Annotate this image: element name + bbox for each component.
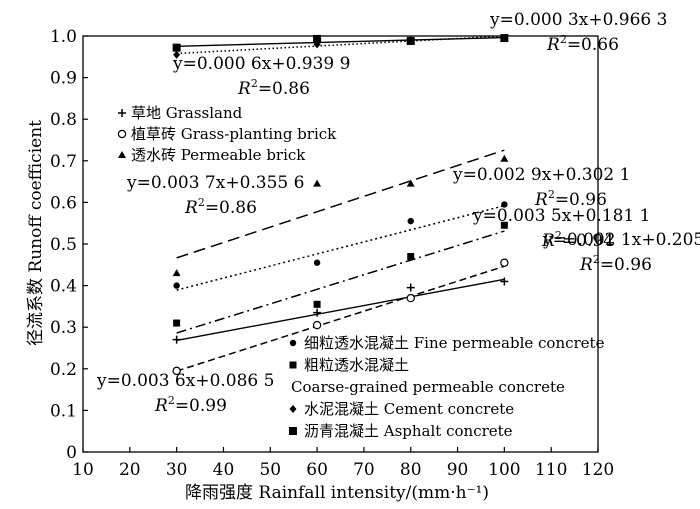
equation-label: y=0.000 6x+0.939 9 R2=0.86 [172, 54, 350, 99]
data-point [172, 43, 181, 52]
data-point [313, 300, 321, 308]
fit-line [176, 230, 505, 334]
y-tick-label: 0.6 [50, 193, 77, 213]
x-tick-label: 10 [72, 460, 94, 480]
x-tick-label: 30 [166, 460, 188, 480]
y-tick-label: 1.0 [50, 27, 77, 47]
data-point [500, 34, 509, 43]
data-point [173, 282, 180, 289]
legend-marker [289, 405, 297, 413]
y-tick-label: 0.7 [50, 152, 77, 172]
data-points [172, 34, 509, 376]
r2-text: R2=0.86 [184, 196, 257, 218]
r2-text: R2=0.96 [579, 253, 652, 275]
fit-line [176, 278, 505, 342]
y-tick-label: 0.1 [50, 401, 77, 421]
legend-marker [289, 361, 297, 369]
x-tick-label: 40 [213, 460, 235, 480]
r2-text: R2=0.66 [546, 33, 619, 55]
x-tick-label: 70 [353, 460, 375, 480]
legend-label: 沥青混凝土 Asphalt concrete [304, 422, 513, 440]
data-point [173, 50, 181, 59]
fit-line [176, 204, 505, 291]
x-axis-title: 降雨强度 Rainfall intensity/(mm·h⁻¹) [185, 483, 489, 503]
y-tick-label: 0.4 [50, 277, 77, 297]
r2-text: R2=0.96 [534, 188, 607, 210]
x-tick-label: 60 [306, 460, 328, 480]
data-point [500, 154, 509, 162]
y-tick-label: 0 [66, 443, 77, 463]
legend-marker [118, 109, 126, 117]
data-point [172, 269, 181, 277]
legend-top-left: 草地 Grassland 植草砖 Grass-planting brick 透水砖 … [117, 104, 337, 164]
legend-marker [118, 151, 126, 158]
r2-text: R2=0.94 [541, 229, 614, 251]
equation-label: y=0.003 6x+0.086 5 R2=0.99 [96, 371, 274, 416]
equation-label: y=0.003 7x+0.355 6 R2=0.86 [126, 173, 304, 218]
data-point [406, 36, 415, 45]
data-point [501, 201, 508, 208]
legend-label: 植草砖 Grass-planting brick [131, 125, 337, 143]
legend-bottom-right: 细粒透水混凝土 Fine permeable concrete 粗粒透水混凝土 Co… [289, 334, 605, 440]
fit-lines [176, 35, 505, 372]
x-tick-label: 20 [119, 460, 141, 480]
x-tick-label: 120 [582, 460, 614, 480]
legend-label: Coarse-grained permeable concrete [291, 378, 565, 396]
y-tick-label: 0.3 [50, 318, 77, 338]
equation-label: y=0.003 5x+0.181 1 R2=0.94 [472, 206, 650, 251]
y-tick-label: 0.8 [50, 110, 77, 130]
data-point [312, 320, 322, 330]
x-tick-label: 100 [488, 460, 520, 480]
x-tick-label: 80 [400, 460, 422, 480]
equation-text: y=0.000 3x+0.966 3 [489, 10, 667, 30]
equation-label: y=0.002 1x+0.205 1 R2=0.96 [542, 230, 700, 275]
equation-label: y=0.002 9x+0.302 1 R2=0.96 [452, 165, 630, 210]
legend-label: 透水砖 Permeable brick [131, 146, 306, 164]
data-point [313, 179, 322, 187]
axes: 10 20 30 40 50 60 70 80 90 100 110 120 0 0.1 0.2 0.3 0.4… [50, 27, 614, 480]
data-point [500, 221, 508, 229]
equation-labels: y=0.002 1x+0.205 1 R2=0.96 y=0.003 6x+0.08… [96, 10, 700, 416]
legend-label: 细粒透水混凝土 Fine permeable concrete [304, 334, 605, 352]
x-tick-label: 90 [447, 460, 469, 480]
legend-label: 水泥混凝土 Cement concrete [304, 400, 514, 418]
data-point [172, 366, 181, 376]
data-point [406, 179, 415, 187]
data-point [172, 335, 181, 344]
y-axis-title: 径流系数 Runoff coefficient [26, 120, 46, 346]
legend-marker [289, 339, 297, 347]
data-point [313, 259, 321, 266]
y-tick-label: 0.2 [50, 360, 77, 380]
legend-label: 粗粒透水混凝土 [304, 356, 409, 374]
data-point [173, 319, 181, 327]
equation-text: y=0.003 6x+0.086 5 [96, 371, 274, 391]
equation-text: y=0.003 5x+0.181 1 [472, 206, 650, 226]
data-point [407, 252, 415, 260]
data-point [313, 34, 322, 43]
equation-text: y=0.002 1x+0.205 1 [542, 230, 700, 250]
equation-text: y=0.003 7x+0.355 6 [126, 173, 304, 193]
data-point [313, 308, 322, 317]
data-point [500, 258, 509, 267]
r2-text: R2=0.99 [154, 394, 227, 416]
r2-text: R2=0.86 [237, 77, 310, 99]
y-tick-label: 0.5 [50, 235, 77, 255]
x-tick-label: 110 [535, 460, 567, 480]
legend-marker [289, 427, 297, 435]
equation-text: y=0.002 9x+0.302 1 [452, 165, 630, 185]
legend-marker [117, 129, 127, 139]
data-point [407, 217, 414, 225]
legend-label: 草地 Grassland [131, 104, 243, 122]
equation-text: y=0.000 6x+0.939 9 [172, 54, 350, 74]
x-tick-label: 50 [259, 460, 281, 480]
fit-line [176, 265, 505, 372]
fit-line [176, 149, 505, 259]
fit-line [176, 36, 505, 47]
y-tick-label: 0.9 [50, 69, 77, 89]
data-point [406, 283, 415, 292]
data-point [500, 277, 509, 286]
data-point [406, 293, 415, 303]
equation-label: y=0.000 3x+0.966 3 R2=0.66 [489, 10, 667, 55]
